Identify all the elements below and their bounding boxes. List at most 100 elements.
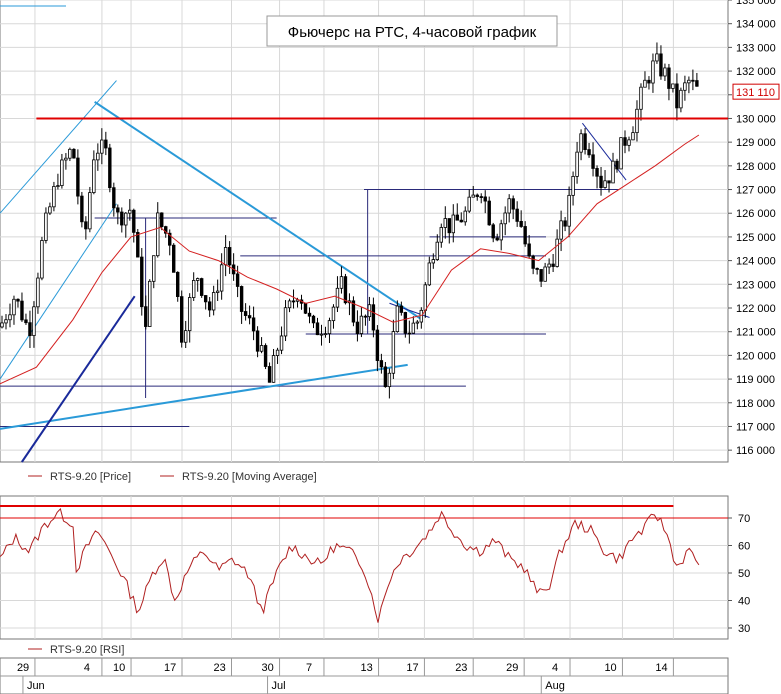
price-tick-label: 118 000 xyxy=(736,398,775,410)
candle-body xyxy=(20,300,24,321)
legend-moving-average: RTS-9.20 [Moving Average] xyxy=(182,471,317,483)
candle-body xyxy=(351,300,356,323)
candle-body xyxy=(563,220,567,227)
candle-body xyxy=(48,206,52,214)
candle-body xyxy=(479,196,483,198)
candle-body xyxy=(483,196,487,202)
price-tick-label: 119 000 xyxy=(736,374,775,386)
candle-body xyxy=(647,79,651,84)
candle-body xyxy=(439,227,443,243)
candle-body xyxy=(12,298,16,316)
candle-body xyxy=(591,154,595,169)
legend-rsi: RTS-9.20 [RSI] xyxy=(50,644,124,656)
candle-body xyxy=(547,263,551,268)
trendline xyxy=(21,295,136,463)
candle-body xyxy=(44,212,48,241)
candle-body xyxy=(451,214,455,234)
price-tick-label: 132 000 xyxy=(736,66,776,78)
candle-body xyxy=(172,244,176,273)
candle-body xyxy=(211,292,216,311)
candle-body xyxy=(355,321,360,334)
candle-body xyxy=(523,226,527,245)
candle-body xyxy=(303,302,308,314)
candle-body xyxy=(223,247,228,266)
moving-average-line xyxy=(0,134,700,385)
candle-body xyxy=(627,139,631,146)
price-tick-label: 133 000 xyxy=(736,42,776,54)
candle-body xyxy=(68,148,72,159)
candle-body xyxy=(527,243,531,257)
price-tick-label: 123 000 xyxy=(736,279,776,291)
candle-body xyxy=(651,60,655,84)
candle-body xyxy=(555,238,559,267)
candle-body xyxy=(495,237,499,241)
candle-body xyxy=(156,212,160,257)
candle-body xyxy=(76,157,80,197)
candle-body xyxy=(543,266,547,282)
candle-body xyxy=(168,232,172,246)
candle-body xyxy=(511,198,515,210)
candle-body xyxy=(691,79,695,82)
price-candles xyxy=(0,42,699,399)
candle-body xyxy=(187,297,192,332)
candle-body xyxy=(371,304,376,331)
candle-body xyxy=(443,218,447,228)
candle-body xyxy=(215,290,220,293)
candle-body xyxy=(583,133,587,150)
candle-body xyxy=(8,314,12,321)
candle-body xyxy=(695,80,699,87)
candle-body xyxy=(531,255,535,269)
trendline xyxy=(0,363,408,430)
trendline xyxy=(0,203,117,380)
candle-body xyxy=(180,296,184,343)
day-label: 10 xyxy=(113,662,125,674)
day-label: 4 xyxy=(84,662,90,674)
candle-body xyxy=(623,137,627,146)
candle-body xyxy=(327,320,332,335)
price-tick-label: 125 000 xyxy=(736,232,776,244)
candle-body xyxy=(124,212,128,226)
price-tick-label: 120 000 xyxy=(736,350,776,362)
candle-body xyxy=(607,180,611,184)
legend-price: RTS-9.20 [Price] xyxy=(50,471,131,483)
candle-body xyxy=(72,148,76,159)
candle-body xyxy=(0,322,4,328)
candle-body xyxy=(227,247,232,266)
rsi-axis-ticks: 70 60 50 40 30 xyxy=(728,513,750,635)
candle-body xyxy=(275,349,280,356)
candle-body xyxy=(539,269,543,282)
candle-body xyxy=(152,255,156,282)
price-tick-label: 135 000 xyxy=(736,0,776,7)
candle-body xyxy=(84,221,88,230)
candle-body xyxy=(675,83,679,109)
candle-body xyxy=(375,329,380,361)
day-label: 14 xyxy=(655,662,667,674)
price-tick-label: 129 000 xyxy=(736,137,776,149)
candle-body xyxy=(635,108,639,134)
candle-body xyxy=(271,355,276,383)
candle-body xyxy=(4,319,8,324)
candle-body xyxy=(687,79,691,84)
candle-body xyxy=(132,209,136,233)
candle-body xyxy=(567,194,571,227)
candle-body xyxy=(160,212,164,227)
rsi-panel xyxy=(0,495,729,640)
day-label: 17 xyxy=(164,662,176,674)
candle-body xyxy=(491,224,495,239)
candle-body xyxy=(140,256,144,308)
candle-body xyxy=(120,211,124,226)
trendlines xyxy=(0,80,627,463)
candle-body xyxy=(64,157,68,161)
x-axis-day-labels: 29 4 10 17 23 30 7 13 17 23 29 4 10 14 xyxy=(0,658,728,677)
candle-body xyxy=(603,180,607,188)
day-label: 23 xyxy=(214,662,226,674)
candle-body xyxy=(431,259,436,264)
price-tick-label: 122 000 xyxy=(736,303,776,315)
candle-body xyxy=(467,196,471,212)
candle-body xyxy=(176,271,180,298)
candle-body xyxy=(279,335,284,351)
candle-body xyxy=(683,82,687,91)
candle-body xyxy=(247,315,252,319)
day-label: 23 xyxy=(455,662,467,674)
